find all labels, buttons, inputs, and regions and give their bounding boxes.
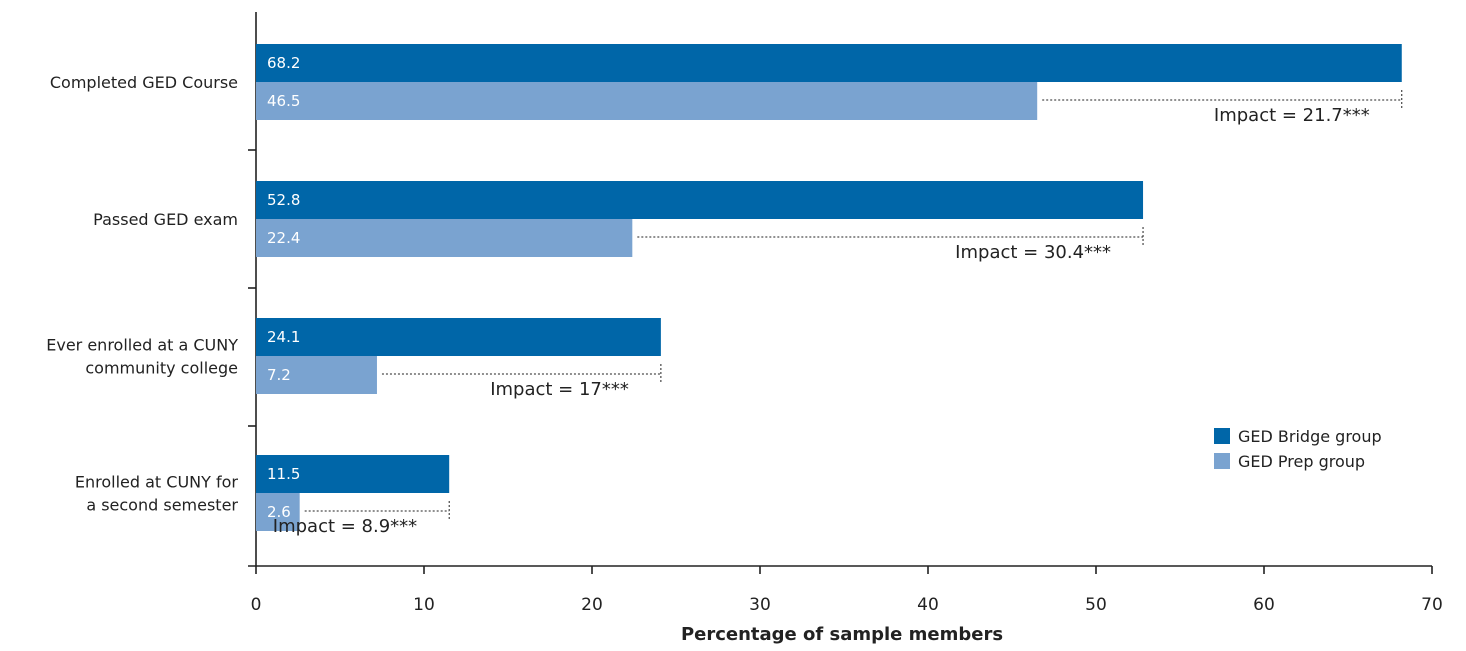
- x-tick-label: 30: [749, 595, 771, 615]
- category-label: community college: [85, 359, 238, 378]
- category-label: Ever enrolled at a CUNY: [46, 336, 238, 355]
- impact-label: Impact = 17***: [490, 379, 629, 400]
- x-tick-label: 70: [1421, 595, 1443, 615]
- bar-bridge: [256, 44, 1402, 82]
- x-tick-label: 10: [413, 595, 435, 615]
- category-label: a second semester: [86, 496, 238, 515]
- x-tick-label: 60: [1253, 595, 1275, 615]
- data-label: 46.5: [267, 92, 300, 110]
- x-axis-title: Percentage of sample members: [681, 624, 1003, 645]
- impact-label: Impact = 21.7***: [1214, 105, 1370, 126]
- bar-prep: [256, 82, 1038, 120]
- bar-prep: [256, 356, 377, 394]
- legend-swatch-bridge: [1214, 428, 1230, 444]
- data-label: 24.1: [267, 328, 300, 346]
- legend: GED Bridge group GED Prep group: [1214, 427, 1382, 471]
- bar-bridge: [256, 455, 450, 493]
- bar-prep: [256, 219, 633, 257]
- x-tick-label: 40: [917, 595, 939, 615]
- impact-label: Impact = 30.4***: [955, 242, 1111, 263]
- x-tick-label: 20: [581, 595, 603, 615]
- legend-label: GED Prep group: [1238, 452, 1365, 471]
- data-label: 7.2: [267, 366, 291, 384]
- data-label: 2.6: [267, 503, 291, 521]
- category-label: Passed GED exam: [93, 210, 238, 229]
- bar-bridge: [256, 318, 661, 356]
- category-label: Enrolled at CUNY for: [75, 473, 239, 492]
- bar-prep: [256, 493, 300, 531]
- bar-bridge: [256, 181, 1144, 219]
- data-label: 68.2: [267, 54, 300, 72]
- category-label: Completed GED Course: [50, 73, 238, 92]
- data-label: 11.5: [267, 465, 300, 483]
- legend-label: GED Bridge group: [1238, 427, 1382, 446]
- impact-label: Impact = 8.9***: [273, 516, 417, 537]
- data-label: 22.4: [267, 229, 300, 247]
- data-label: 52.8: [267, 191, 300, 209]
- x-tick-label: 50: [1085, 595, 1107, 615]
- x-tick-label: 0: [251, 595, 262, 615]
- legend-swatch-prep: [1214, 453, 1230, 469]
